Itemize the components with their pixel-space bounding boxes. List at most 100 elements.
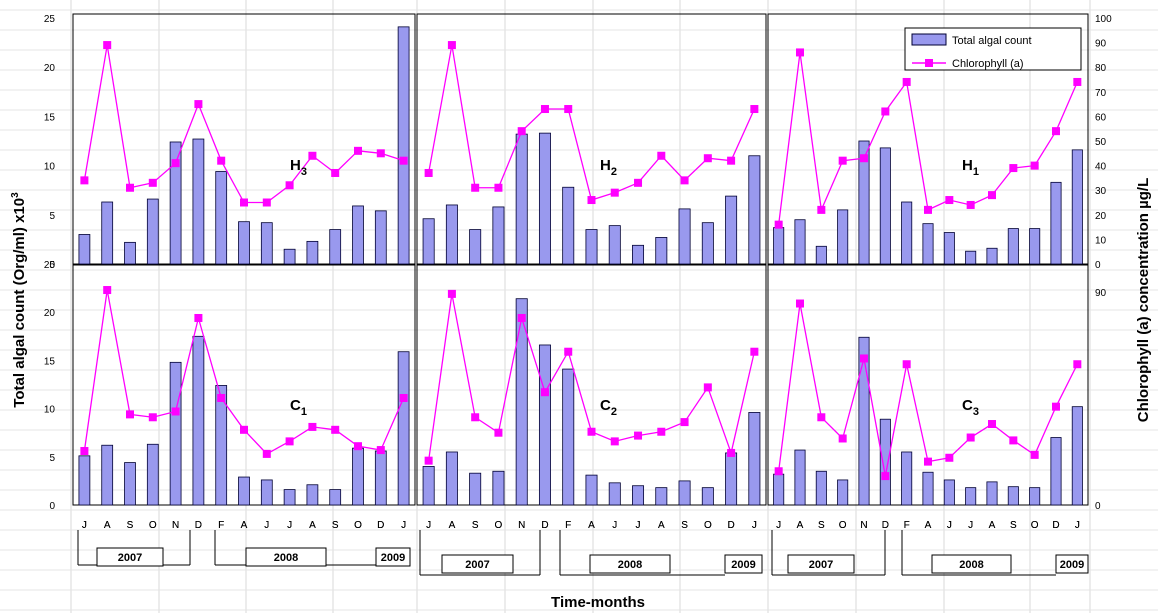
chlorophyll-point [610, 437, 619, 446]
bar [146, 443, 159, 506]
month-label: A [658, 520, 665, 531]
bar [329, 229, 342, 265]
year-label: 2008 [959, 559, 983, 571]
month-label: F [565, 520, 571, 531]
right-tick-top: 50 [1095, 137, 1107, 148]
chlorophyll-point [103, 286, 112, 295]
chlorophyll-point [703, 154, 712, 163]
bar [725, 452, 738, 506]
panel-label: H2 [600, 157, 617, 178]
bar [632, 244, 645, 265]
month-label: J [264, 520, 269, 531]
bar [655, 487, 668, 506]
chlorophyll-point [881, 107, 890, 116]
bar [943, 479, 955, 506]
bar [260, 222, 273, 265]
month-label: A [925, 520, 932, 531]
right-tick-top: 60 [1095, 112, 1107, 123]
bar [725, 195, 738, 265]
chlorophyll-point [424, 168, 433, 177]
year-bracket-3: 2007 2008 2009 [771, 530, 1089, 576]
month-label: N [172, 520, 179, 531]
panel-c1: C1 [72, 264, 416, 506]
panel-frame [767, 264, 1089, 506]
chlorophyll-point [517, 313, 526, 322]
bar [469, 472, 482, 506]
month-label: S [127, 520, 134, 531]
chlorophyll-point [194, 100, 203, 109]
month-label: O [1031, 520, 1039, 531]
month-label: O [704, 520, 712, 531]
month-label: S [818, 520, 825, 531]
chlorophyll-point [860, 354, 868, 363]
bar [238, 476, 250, 506]
panel-label: C3 [962, 397, 979, 418]
chlorophyll-point [657, 151, 666, 160]
y-axis-right-title: Chlorophyll (a) concentration µg/L [1135, 178, 1152, 422]
chlorophyll-point [103, 41, 112, 50]
chlorophyll-point [1073, 77, 1082, 86]
chlorophyll-point [796, 299, 804, 308]
month-label: S [818, 520, 825, 531]
month-label: F [904, 520, 910, 531]
bar [515, 133, 528, 265]
bar [445, 204, 458, 265]
chlorophyll-point [447, 41, 456, 50]
chlorophyll-point [610, 188, 619, 197]
chlorophyll-point [634, 178, 643, 187]
bar [585, 229, 598, 265]
chlorophyll-line [427, 44, 755, 201]
month-label: S [332, 520, 339, 531]
bar [701, 487, 714, 506]
right-tick-top: 10 [1095, 235, 1107, 246]
bar [238, 221, 250, 265]
chlorophyll-point [703, 383, 712, 392]
left-tick-bottom: 10 [44, 405, 56, 416]
right-tick-top: 20 [1095, 211, 1107, 222]
x-axis-title: Time-months [551, 594, 645, 611]
right-tick-bottom: 90 [1095, 288, 1107, 299]
month-label: D [1052, 520, 1059, 531]
bar [858, 140, 870, 265]
bar [678, 208, 691, 265]
month-label: J [401, 520, 406, 531]
chlorophyll-point [680, 418, 689, 427]
bar [748, 412, 761, 506]
year-box [441, 554, 514, 574]
month-label: S [1010, 520, 1017, 531]
chlorophyll-point [540, 388, 549, 397]
month-label: A [658, 520, 665, 531]
left-tick-bottom: 20 [44, 308, 56, 319]
chlorophyll-point [945, 196, 954, 205]
chlorophyll-point [657, 427, 666, 436]
month-label: A [309, 520, 316, 531]
month-label: O [839, 520, 847, 531]
chlorophyll-point [331, 168, 340, 177]
chlorophyll-point [517, 127, 526, 136]
legend-line-label: Chlorophyll (a) [952, 58, 1024, 70]
right-tick-top: 0 [1095, 260, 1101, 271]
bar [329, 489, 342, 506]
bar [858, 336, 870, 506]
month-label: N [172, 520, 179, 531]
bar [260, 479, 273, 506]
bar [879, 147, 891, 265]
month-label: N [860, 520, 867, 531]
month-label: J [947, 520, 952, 531]
month-label: J [968, 520, 973, 531]
bar [701, 222, 714, 265]
bar [101, 444, 114, 506]
chlorophyll-point [587, 427, 596, 436]
bar [169, 141, 182, 265]
bar [492, 206, 505, 265]
chlorophyll-point [494, 183, 503, 192]
bar [773, 227, 785, 265]
month-label: J [776, 520, 781, 531]
month-label: J [776, 520, 781, 531]
year-box [1055, 554, 1089, 574]
chlorophyll-point [634, 431, 643, 440]
year-bracket-2: 2007 2008 2009 [419, 530, 763, 576]
right-tick-bottom: 0 [1095, 501, 1101, 512]
